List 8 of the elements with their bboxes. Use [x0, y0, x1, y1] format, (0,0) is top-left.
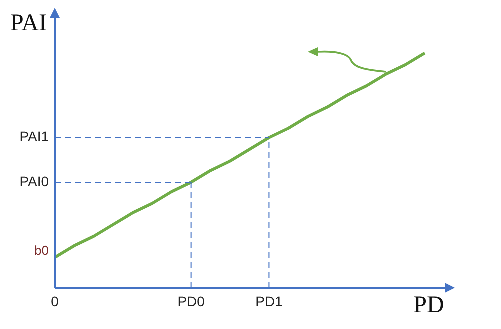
ref-line-label: PAI0 — [20, 173, 50, 190]
x-tick-label: PD1 — [256, 293, 284, 310]
x-axis-title: PD — [414, 292, 444, 318]
y-axis-title: PAI — [10, 10, 48, 36]
x-tick-label: PD0 — [178, 293, 206, 310]
annotation: b0 — [34, 243, 49, 258]
x-tick-label: 0 — [51, 293, 60, 310]
ref-line-label: PAI1 — [20, 128, 50, 145]
